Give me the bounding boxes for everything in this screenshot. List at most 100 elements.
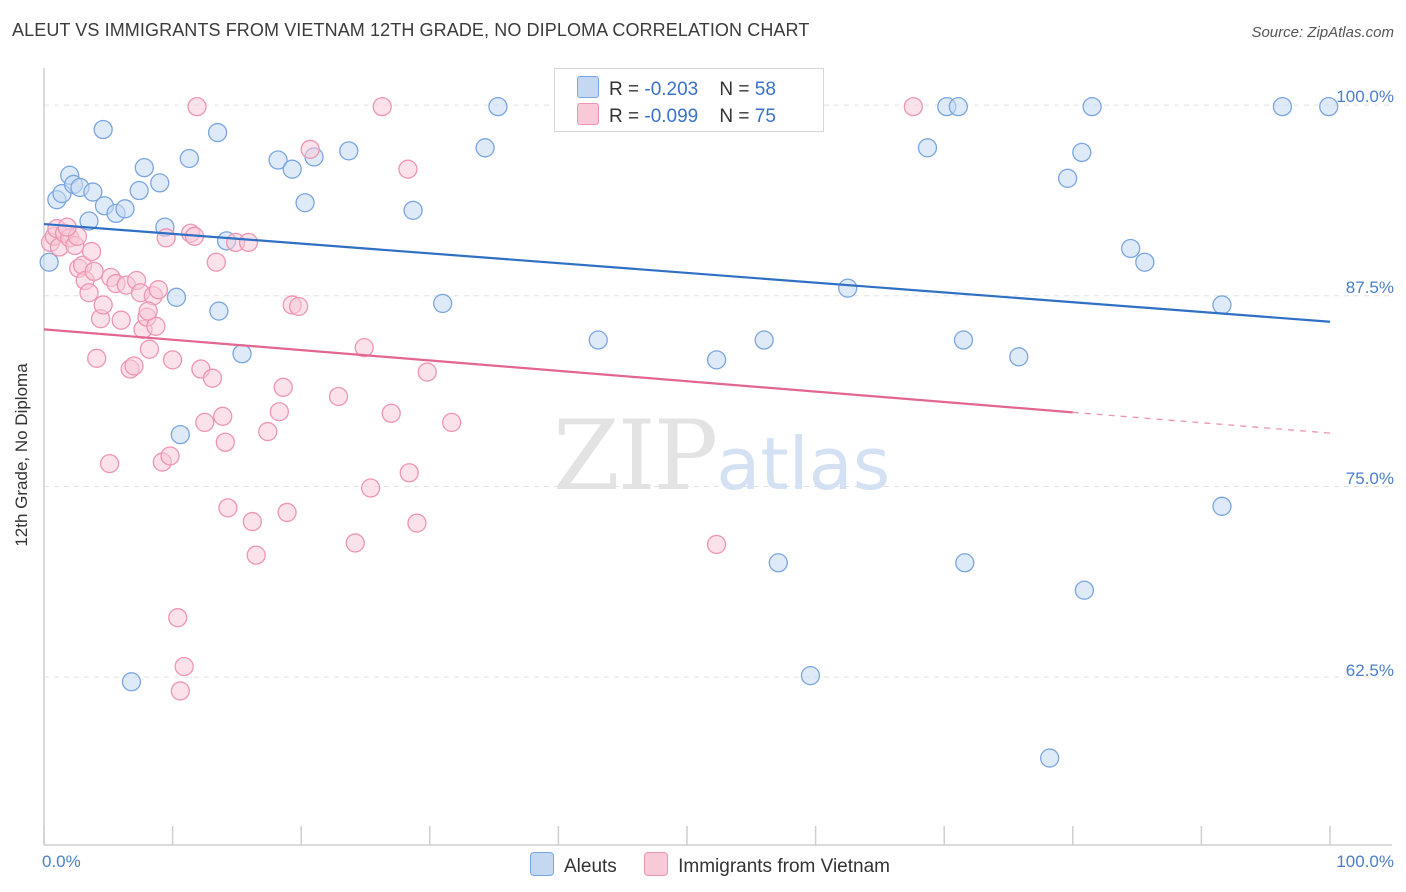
aleut-point bbox=[1009, 347, 1029, 367]
series-legend: Aleuts Immigrants from Vietnam bbox=[530, 852, 912, 878]
watermark: ZIPatlas bbox=[553, 400, 890, 512]
source-label: Source: ZipAtlas.com bbox=[1251, 24, 1394, 41]
vietnam-point bbox=[206, 252, 226, 272]
vietnam-swatch bbox=[577, 103, 599, 125]
watermark-atlas: atlas bbox=[716, 422, 891, 506]
vietnam-point bbox=[238, 232, 259, 253]
vietnam-point bbox=[79, 283, 99, 303]
aleut-point bbox=[282, 159, 302, 179]
vietnam-point bbox=[146, 316, 166, 336]
aleut-point bbox=[917, 138, 938, 158]
aleut-point bbox=[93, 119, 113, 140]
vietnam-point bbox=[168, 608, 188, 628]
vietnam-point bbox=[187, 96, 207, 117]
aleut-point bbox=[948, 96, 968, 117]
aleut-point bbox=[339, 141, 359, 161]
vietnam-point bbox=[246, 545, 266, 565]
vietnam-point bbox=[174, 656, 194, 677]
vietnam-point bbox=[148, 280, 169, 300]
aleut-point bbox=[1135, 252, 1155, 272]
aleut-point bbox=[209, 301, 229, 321]
stats-legend: R = -0.203 N = 58 R = -0.099 N = 75 bbox=[554, 68, 824, 132]
aleut-point bbox=[115, 199, 135, 219]
vietnam-point bbox=[202, 368, 223, 388]
y-tick-label: 62.5% bbox=[1345, 661, 1394, 680]
aleuts-trend-line bbox=[43, 222, 1331, 323]
vietnam-point bbox=[93, 295, 113, 315]
aleut-point bbox=[1072, 142, 1092, 163]
vietnam-point bbox=[124, 356, 144, 376]
watermark-zip: ZIP bbox=[553, 400, 718, 512]
legend-label-aleuts: Aleuts bbox=[564, 856, 617, 877]
r-label: R = bbox=[609, 106, 645, 127]
x-tick-label: 0.0% bbox=[42, 852, 81, 871]
aleut-point bbox=[1212, 295, 1232, 315]
legend-row-aleuts: R = -0.203 N = 58 bbox=[577, 76, 776, 101]
y-axis-label: 12th Grade, No Diploma bbox=[12, 363, 31, 547]
aleut-point bbox=[1319, 96, 1339, 117]
aleuts-legend-swatch bbox=[530, 852, 554, 876]
vietnam-point bbox=[162, 350, 183, 370]
aleuts-swatch bbox=[577, 76, 599, 98]
vietnam-point bbox=[160, 446, 180, 466]
vietnam-point bbox=[84, 261, 104, 282]
vietnam-point bbox=[442, 412, 462, 433]
vietnam-point bbox=[258, 421, 278, 442]
vietnam-point bbox=[269, 402, 289, 422]
vietnam-point bbox=[195, 412, 215, 433]
vietnam-point bbox=[417, 362, 437, 382]
vietnam-point bbox=[407, 513, 427, 533]
vietnam-point bbox=[139, 339, 160, 359]
vietnam-point bbox=[277, 502, 297, 523]
aleut-point bbox=[433, 293, 453, 314]
vietnam-point bbox=[903, 96, 923, 117]
vietnam-point bbox=[81, 241, 102, 262]
vietnam-point bbox=[138, 301, 158, 321]
aleut-point bbox=[1074, 580, 1095, 600]
vietnam-point bbox=[360, 478, 381, 498]
aleut-point bbox=[1272, 96, 1293, 117]
aleut-point bbox=[129, 180, 149, 201]
aleut-point bbox=[754, 330, 774, 350]
aleut-point bbox=[134, 157, 154, 178]
vietnam-point bbox=[111, 310, 131, 330]
gridlines bbox=[44, 104, 1392, 678]
vietnam-point bbox=[399, 463, 419, 483]
legend-row-vietnam: R = -0.099 N = 75 bbox=[577, 103, 776, 128]
r-value: -0.203 bbox=[644, 79, 699, 100]
aleut-point bbox=[953, 330, 974, 350]
vietnam-points bbox=[40, 96, 923, 701]
aleut-point bbox=[588, 330, 608, 350]
vietnam-trend-line bbox=[43, 328, 1073, 414]
vietnam-trend-extension bbox=[1072, 411, 1331, 434]
vietnam-point bbox=[170, 681, 190, 701]
aleut-point bbox=[475, 138, 495, 158]
y-tick-label: 100.0% bbox=[1336, 87, 1394, 106]
aleut-point bbox=[268, 150, 288, 170]
aleut-point bbox=[488, 96, 508, 117]
aleut-point bbox=[955, 553, 975, 573]
aleut-point bbox=[800, 666, 821, 686]
aleut-point bbox=[121, 672, 142, 692]
vietnam-legend-swatch bbox=[644, 852, 669, 876]
y-tick-label: 87.5% bbox=[1345, 278, 1394, 297]
vietnam-point bbox=[300, 139, 320, 159]
vietnam-point bbox=[242, 511, 262, 532]
n-label: N = bbox=[719, 79, 755, 100]
aleut-point bbox=[1040, 748, 1060, 768]
vietnam-point bbox=[156, 228, 176, 248]
aleut-point bbox=[83, 182, 103, 202]
legend-label-vietnam: Immigrants from Vietnam bbox=[678, 856, 890, 877]
aleut-point bbox=[1058, 168, 1078, 188]
aleut-point bbox=[295, 193, 315, 213]
vietnam-point bbox=[215, 432, 235, 452]
aleut-point bbox=[403, 200, 423, 221]
aleut-point bbox=[166, 287, 187, 307]
aleut-point bbox=[179, 148, 199, 169]
aleut-point bbox=[207, 122, 228, 143]
vietnam-point bbox=[87, 348, 107, 368]
aleut-point bbox=[1212, 496, 1232, 516]
legend-item-aleuts: Aleuts bbox=[530, 852, 617, 878]
vietnam-point bbox=[381, 403, 401, 423]
aleut-point bbox=[170, 424, 190, 445]
